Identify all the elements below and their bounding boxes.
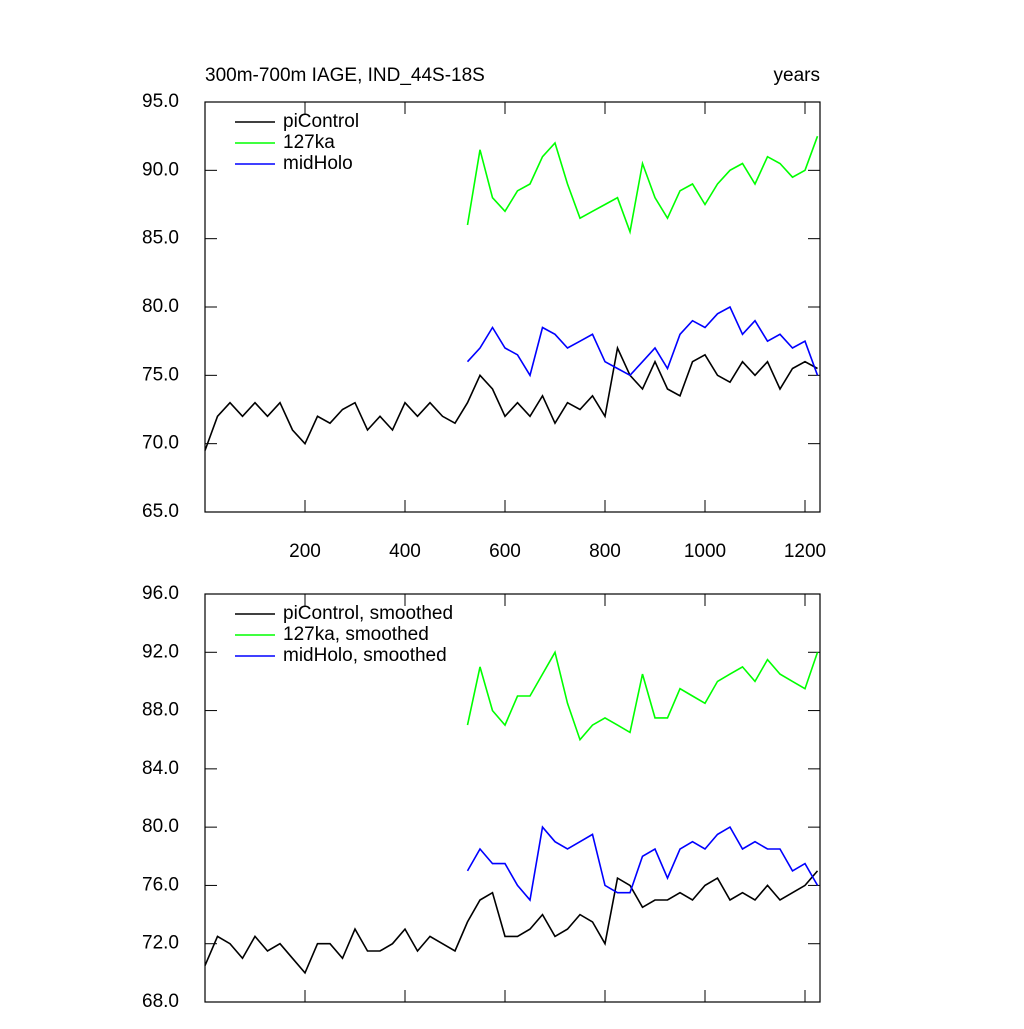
y-tick-label: 70.0 xyxy=(142,433,179,454)
y-tick-label: 80.0 xyxy=(142,296,179,317)
x-tick-label: 800 xyxy=(589,541,621,562)
y-tick-label: 76.0 xyxy=(142,874,179,895)
legend-label: midHolo xyxy=(283,153,353,174)
x-tick-label: 1000 xyxy=(684,541,726,562)
legend-label: midHolo, smoothed xyxy=(283,645,447,666)
chart-title: 300m-700m IAGE, IND_44S-18S xyxy=(205,65,485,86)
y-tick-label: 75.0 xyxy=(142,364,179,385)
y-tick-label: 80.0 xyxy=(142,816,179,837)
y-tick-label: 85.0 xyxy=(142,228,179,249)
legend-label: piControl xyxy=(283,111,359,132)
units-label: years xyxy=(774,65,820,86)
y-tick-label: 95.0 xyxy=(142,91,179,112)
legend-label: piControl, smoothed xyxy=(283,603,453,624)
data-line xyxy=(466,305,819,378)
x-tick-label: 600 xyxy=(489,541,521,562)
y-tick-label: 90.0 xyxy=(142,159,179,180)
data-line xyxy=(204,345,818,451)
x-tick-label: 400 xyxy=(389,541,421,562)
y-tick-label: 92.0 xyxy=(142,641,179,662)
x-tick-label: 1200 xyxy=(784,541,826,562)
data-line xyxy=(466,135,819,235)
x-tick-label: 200 xyxy=(289,541,321,562)
legend-label: 127ka, smoothed xyxy=(283,624,429,645)
y-tick-label: 84.0 xyxy=(142,758,179,779)
data-line xyxy=(466,650,819,742)
legend-label: 127ka xyxy=(283,132,335,153)
y-tick-label: 88.0 xyxy=(142,700,179,721)
y-tick-label: 72.0 xyxy=(142,933,179,954)
data-line xyxy=(466,825,819,902)
data-line xyxy=(204,870,819,975)
plot-frame xyxy=(204,593,821,1003)
y-tick-label: 96.0 xyxy=(142,583,179,604)
y-tick-label: 65.0 xyxy=(142,501,179,522)
y-tick-label: 68.0 xyxy=(142,991,179,1012)
